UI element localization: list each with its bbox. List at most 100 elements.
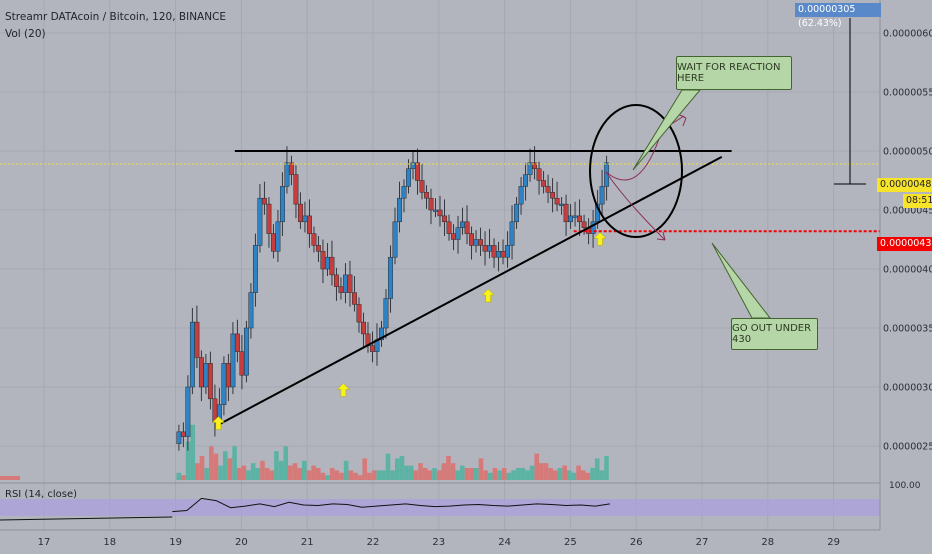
volume-bar-81	[553, 470, 558, 480]
candle-24	[284, 162, 290, 187]
current-price-tag: 0.00000489	[877, 178, 932, 192]
volume-bar-1	[181, 475, 186, 480]
candle-53	[415, 162, 420, 181]
candle-62	[455, 227, 461, 240]
measure-tag: 0.00000305 (62.43%)	[795, 3, 881, 29]
candle-22	[275, 221, 281, 252]
candle-55	[424, 192, 429, 199]
volume-bar-22	[278, 460, 284, 480]
note-wait-reaction[interactable]: WAIT FOR REACTION HERE	[676, 56, 792, 90]
volume-bar-48	[399, 456, 405, 480]
candle-46	[383, 298, 389, 329]
volume-bar-34	[334, 470, 340, 480]
support-trendline	[217, 156, 723, 426]
candle-33	[325, 256, 330, 270]
volume-bar-17	[255, 468, 261, 480]
volume-bar-4	[195, 463, 200, 480]
volume-bar-2	[185, 441, 191, 480]
volume-bar-49	[404, 465, 409, 480]
volume-bar-55	[432, 468, 437, 480]
candle-15	[243, 327, 249, 376]
volume-bar-31	[320, 472, 326, 480]
candle-20	[266, 203, 272, 234]
candle-60	[446, 221, 452, 234]
volume-bar-early	[0, 476, 20, 480]
rsi-pane	[0, 497, 880, 521]
time-tick-12: 29	[827, 537, 840, 548]
time-axis[interactable]: 17 18 19 20 21 22 23 24 25 26 27 28 29	[0, 529, 932, 550]
candle-26	[293, 174, 299, 205]
volume-bar-75	[525, 470, 530, 480]
volume-bar-5	[199, 456, 205, 480]
rsi-line	[172, 497, 610, 513]
up-arrow-marker-1	[336, 383, 350, 397]
volume-bar-89	[590, 468, 595, 480]
volume-bar-42	[371, 470, 377, 480]
time-tick-5: 22	[367, 537, 380, 548]
candle-71	[496, 251, 501, 258]
volume-bar-20	[269, 470, 275, 480]
candle-3	[189, 321, 195, 388]
volume-bar-72	[511, 470, 516, 480]
candle-87	[568, 215, 574, 223]
candle-0	[176, 431, 182, 444]
volume-bar-11	[227, 458, 233, 480]
candle-54	[419, 180, 425, 193]
volume-bar-86	[576, 465, 581, 480]
volume-bar-18	[260, 460, 265, 480]
candle-84	[554, 197, 560, 205]
candle-51	[406, 168, 411, 187]
volume-label: Vol (20)	[5, 28, 46, 40]
candle-64	[464, 221, 470, 234]
candle-25	[288, 162, 294, 175]
price-axis-bg	[880, 0, 932, 550]
volume-bar-37	[348, 470, 354, 480]
candle-43	[370, 345, 375, 352]
volume-bar-65	[478, 458, 484, 480]
candle-5	[198, 357, 204, 388]
volume-bar-36	[343, 460, 349, 480]
projection-down-arrow	[656, 231, 666, 241]
volume-bar-35	[339, 472, 344, 480]
volume-bar-68	[492, 468, 498, 480]
volume-bar-79	[543, 463, 549, 480]
candle-30	[311, 233, 317, 246]
candle-41	[361, 321, 366, 335]
volume-bar-61	[460, 465, 465, 480]
candle-1	[180, 431, 186, 437]
volume-bar-9	[218, 465, 223, 480]
volume-bar-90	[594, 458, 600, 480]
volume-bar-88	[585, 472, 591, 480]
volume-bar-8	[213, 453, 219, 480]
time-tick-9: 26	[630, 537, 643, 548]
volume-bar-21	[274, 451, 279, 480]
note-top-pointer	[632, 89, 702, 171]
time-tick-10: 27	[696, 537, 709, 548]
candle-48	[392, 221, 398, 258]
candle-92	[590, 221, 596, 234]
candle-13	[234, 333, 240, 352]
up-arrow-marker-0	[211, 416, 225, 430]
volume-bar-53	[422, 468, 428, 480]
candle-63	[460, 221, 465, 228]
note-go-out[interactable]: GO OUT UNDER 430	[731, 318, 818, 350]
candle-94	[599, 186, 605, 205]
candle-6	[203, 363, 209, 388]
volume-bar-6	[204, 468, 209, 480]
candle-27	[297, 203, 303, 223]
candle-19	[261, 197, 267, 205]
volume-bar-63	[469, 468, 474, 480]
candle-86	[563, 203, 569, 223]
volume-bar-92	[604, 456, 609, 480]
volume-bar-85	[571, 472, 577, 480]
time-tick-4: 21	[301, 537, 314, 548]
reaction-circle	[589, 104, 683, 238]
time-tick-6: 23	[432, 537, 445, 548]
candle-85	[559, 203, 565, 206]
candle-72	[500, 251, 506, 258]
